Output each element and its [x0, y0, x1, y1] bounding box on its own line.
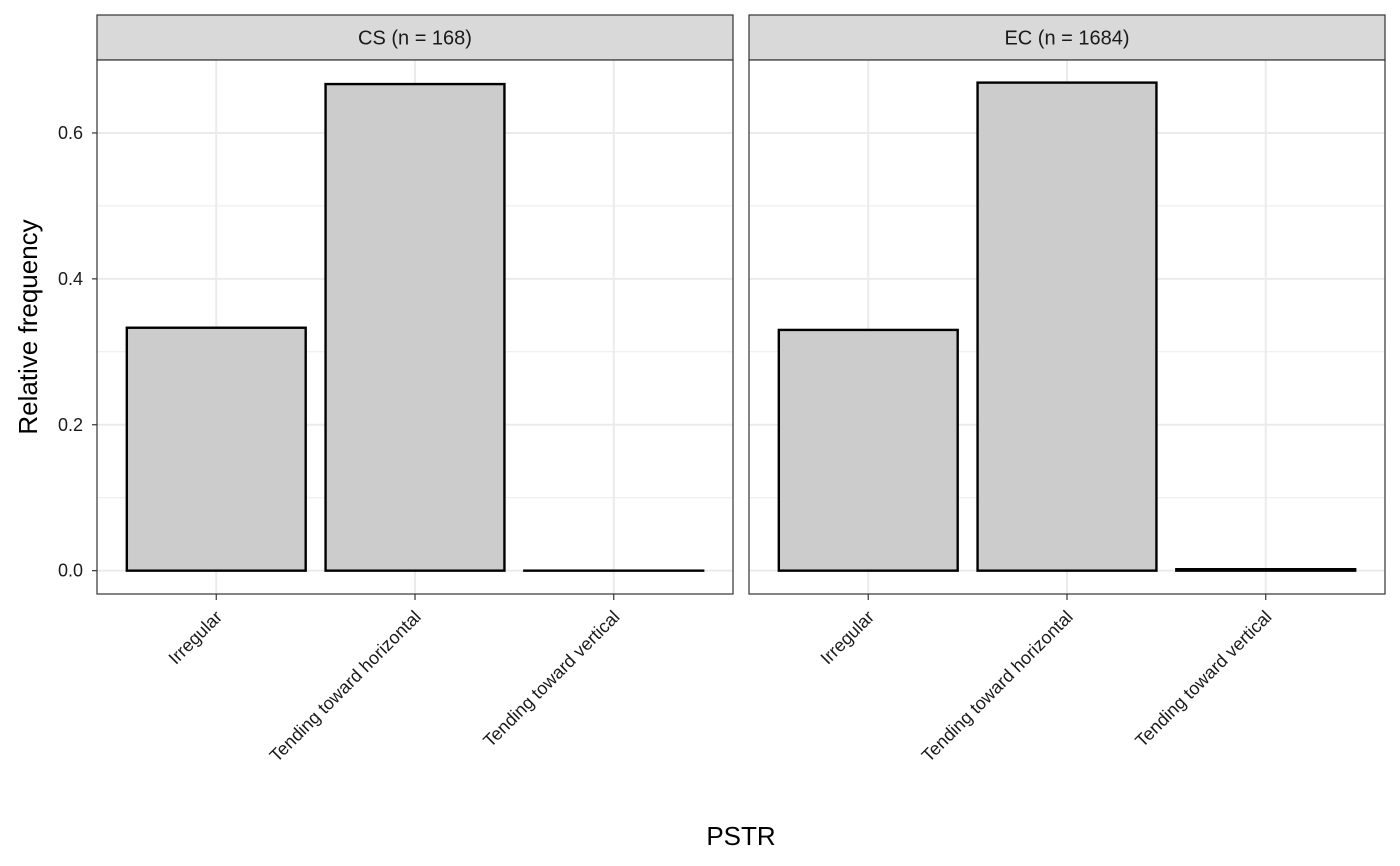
x-tick-label: Tending toward vertical	[1131, 607, 1275, 751]
x-tick-label: Tending toward horizontal	[918, 607, 1077, 766]
x-tick-label: Irregular	[817, 607, 879, 669]
x-axis-title: PSTR	[706, 821, 775, 851]
bar	[777, 328, 959, 572]
facet-strip	[96, 14, 734, 61]
bar	[1175, 567, 1357, 572]
facet-panel: EC (n = 1684) Irregular Tending toward hor…	[748, 14, 1386, 766]
x-tick-label: Irregular	[165, 607, 227, 669]
x-tick-label: Tending toward vertical	[479, 607, 623, 751]
y-tick-label: 0.0	[58, 561, 83, 581]
facet-strip	[748, 14, 1386, 61]
facet-panel: CS (n = 168) Irregular Tending toward hori…	[96, 14, 734, 766]
y-tick-label: 0.4	[58, 269, 83, 289]
y-tick-label: 0.6	[58, 123, 83, 143]
bar	[125, 326, 307, 572]
facet-panels: CS (n = 168) Irregular Tending toward hori…	[96, 14, 1386, 766]
y-axis-title: Relative frequency	[13, 219, 43, 434]
bar	[324, 82, 506, 572]
y-tick-labels: 0.0 0.2 0.4 0.6	[58, 123, 97, 581]
facet-strip-title: CS (n = 168)	[358, 28, 472, 50]
x-tick-label: Tending toward horizontal	[266, 607, 425, 766]
y-tick-label: 0.2	[58, 415, 83, 435]
bar	[976, 81, 1158, 572]
facet-strip-title: EC (n = 1684)	[1004, 28, 1129, 50]
